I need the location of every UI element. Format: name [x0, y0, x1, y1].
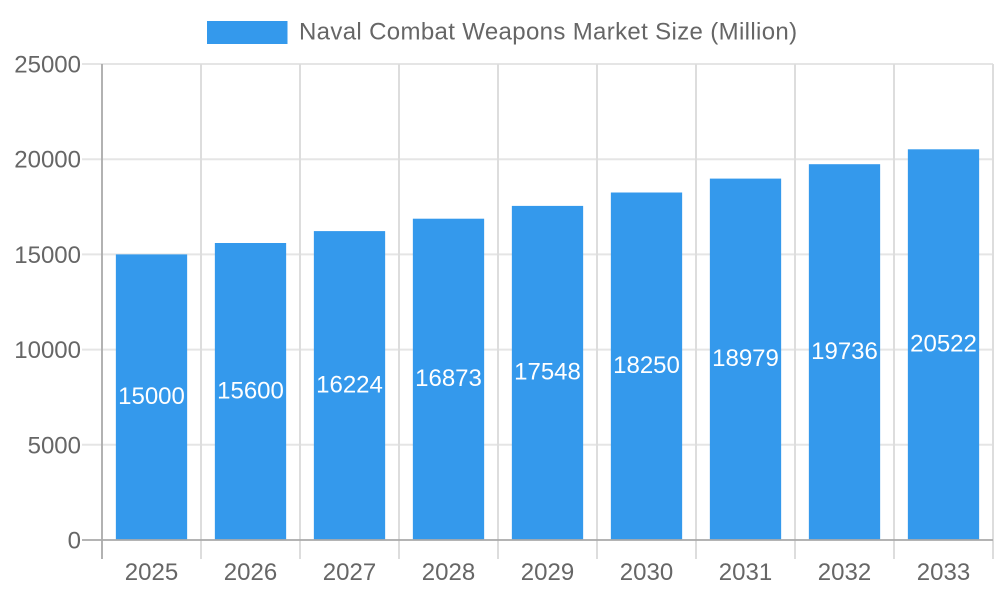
svg-text:19736: 19736: [811, 338, 878, 365]
svg-text:2031: 2031: [719, 559, 772, 586]
svg-text:2025: 2025: [125, 559, 178, 586]
svg-text:10000: 10000: [14, 337, 81, 364]
svg-text:20000: 20000: [14, 147, 81, 174]
svg-text:2028: 2028: [422, 559, 475, 586]
svg-text:25000: 25000: [14, 52, 81, 79]
svg-text:16873: 16873: [415, 365, 482, 392]
svg-text:2029: 2029: [521, 559, 574, 586]
svg-text:2030: 2030: [620, 559, 673, 586]
svg-text:2032: 2032: [818, 559, 871, 586]
svg-text:0: 0: [68, 528, 81, 555]
svg-text:18979: 18979: [712, 345, 779, 372]
svg-text:18250: 18250: [613, 352, 680, 379]
svg-text:20522: 20522: [910, 330, 977, 357]
svg-text:15000: 15000: [14, 242, 81, 269]
svg-text:2027: 2027: [323, 559, 376, 586]
svg-text:16224: 16224: [316, 371, 383, 398]
svg-text:15000: 15000: [118, 383, 185, 410]
svg-text:2026: 2026: [224, 559, 277, 586]
svg-text:2033: 2033: [917, 559, 970, 586]
svg-text:17548: 17548: [514, 359, 581, 386]
svg-text:Naval Combat Weapons Market Si: Naval Combat Weapons Market Size (Millio…: [299, 19, 797, 46]
svg-text:15600: 15600: [217, 377, 284, 404]
svg-text:5000: 5000: [28, 432, 81, 459]
